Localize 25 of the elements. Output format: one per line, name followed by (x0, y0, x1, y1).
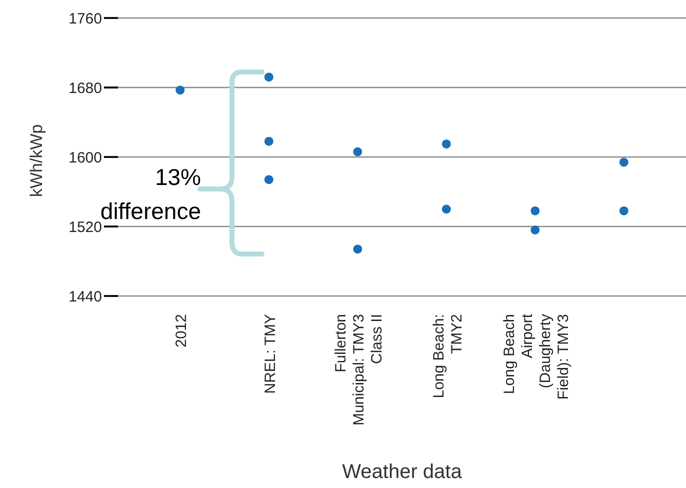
x-tick-label: NREL: TMY (262, 314, 279, 394)
point (264, 175, 274, 184)
point (530, 206, 540, 216)
y-tick-label: 1600 (68, 149, 102, 166)
point (530, 225, 540, 234)
annotation: 13% difference (100, 163, 201, 224)
y-tick-label: 1520 (68, 218, 102, 236)
point (442, 204, 451, 214)
x-tick-label: Long Beach: TMY2 (430, 314, 466, 398)
point (353, 147, 362, 156)
point (176, 86, 185, 95)
x-tick-label: 2012 (173, 314, 190, 348)
point (619, 158, 628, 167)
x-axis-title: Weather data (342, 461, 463, 483)
y-tick-label: 1440 (68, 288, 102, 306)
point (619, 206, 628, 216)
x-tick-label: Long Beach Airport (Daugherty Field): TMY3 (501, 313, 572, 400)
y-axis-title: kWh/kWp (27, 124, 46, 197)
point (264, 72, 274, 82)
x-tick-label: Fullerton Municipal: TMY3 Class II (332, 314, 386, 426)
point (264, 136, 274, 146)
point (353, 244, 362, 254)
point (442, 139, 451, 148)
y-tick-label: 1760 (68, 10, 102, 28)
y-tick-label: 1680 (68, 80, 102, 97)
